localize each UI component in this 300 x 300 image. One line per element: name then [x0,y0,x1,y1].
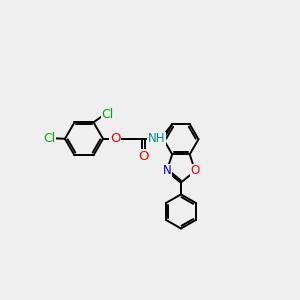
Text: O: O [190,164,200,177]
Text: Cl: Cl [101,109,114,122]
Text: NH: NH [148,132,165,145]
Text: N: N [162,164,171,177]
Text: Cl: Cl [43,132,56,145]
Text: O: O [138,150,149,163]
Text: O: O [110,132,120,145]
